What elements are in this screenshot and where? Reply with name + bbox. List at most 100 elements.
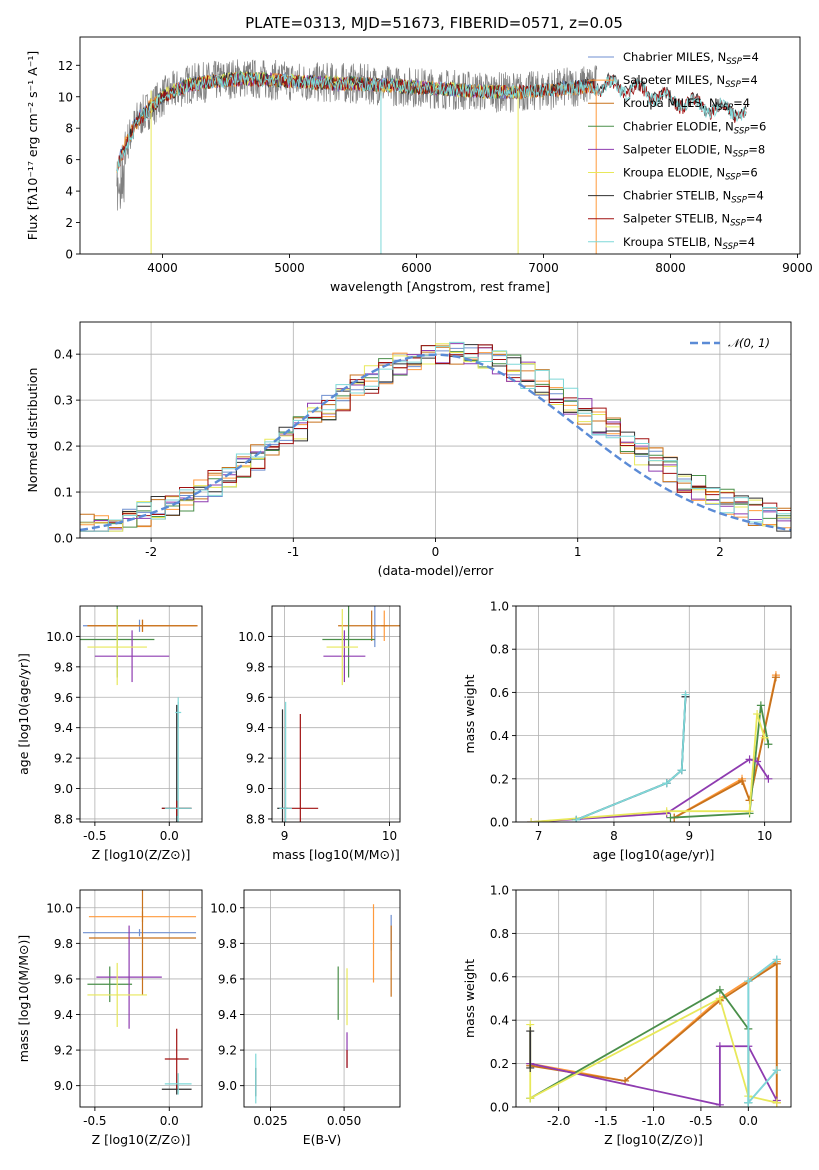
y-tick-label: 6 [65,153,73,167]
y-tick-label: 9.0 [218,1079,237,1093]
plus-marker [526,1094,535,1103]
plot-area [80,341,791,532]
plus-marker [753,757,762,766]
y-tick-label: 9.8 [218,937,237,951]
legend-subscript: SSP [731,196,747,206]
plus-marker [681,690,690,699]
legend-tail: =6 [749,119,766,133]
legend-entry: Salpeter ELODIE, NSSP=8 [623,142,765,159]
y-tick-label: 0.0 [54,532,73,546]
x-tick-label: 0.0 [160,1114,179,1128]
plus-marker [756,701,765,710]
legend-subscript: SSP [718,103,734,113]
y-tick-label: 0.3 [54,394,73,408]
plus-marker [772,1098,781,1107]
axes-frame [515,889,792,1108]
x-tick-label: 1 [574,545,582,559]
y-tick-label: 8 [65,122,73,136]
legend-entry: Chabrier ELODIE, NSSP=6 [623,119,766,136]
mass-vs-metallicity-panel: -0.5 0.0 9.0 9.2 9.4 9.6 9.8 10.0 Z [log10(Z/Z⊙)… [16,889,203,1147]
x-tick-label: -2 [145,545,157,559]
legend-entry: Chabrier MILES, NSSP=4 [623,50,759,67]
y-tick-label: 9.2 [54,1044,73,1058]
plus-marker [677,766,686,775]
axes-frame [79,889,203,1108]
legend-tail: =6 [741,166,758,180]
legend-tail: =8 [748,142,765,156]
plus-marker [753,710,762,718]
y-tick-label: 9.6 [218,972,237,986]
legend-entry: 𝒩(0, 1) [728,336,770,350]
y-tick-label: 0.2 [490,772,509,786]
x-tick-label: 0.0 [160,829,179,843]
axes-frame [79,321,792,539]
model-spectrum-line [116,71,747,173]
plus-marker [745,755,754,764]
legend-tail: =4 [733,96,750,110]
y-tick-label: 9.8 [54,660,73,674]
y-tick-label: 10.0 [46,630,73,644]
x-axis-label: Z [log10(Z/Z⊙)] [92,847,191,862]
mass-weight-line [575,696,687,821]
plus-marker [744,977,753,986]
legend-subscript: SSP [726,57,742,67]
x-tick-label: 9000 [782,261,813,275]
x-axis-label: (data-model)/error [378,563,495,578]
plus-marker [526,1027,535,1036]
y-tick-label: 9.4 [54,1008,73,1022]
plot-area [277,606,400,822]
y-tick-label: 9.2 [246,752,265,766]
legend-text: Salpeter STELIB, N [623,212,730,226]
legend-text: Chabrier MILES, N [623,50,726,64]
plus-marker [572,815,581,822]
y-tick-label: 0.1 [54,486,73,500]
x-tick-label: -0.5 [83,829,106,843]
x-tick-label: 7000 [528,261,559,275]
legend-tail: =4 [746,212,763,226]
x-axis-label: Z [log10(Z/Z⊙)] [92,1132,191,1147]
mass-weight-line [670,705,770,819]
figure-title: PLATE=0313, MJD=51673, FIBERID=0571, z=0… [245,14,623,32]
x-axis-label: E(B-V) [303,1132,342,1147]
x-tick-label: 10 [382,829,397,843]
mass-weight-line [747,958,778,1106]
y-axis-label: Flux [fλ10⁻¹⁷ erg cm⁻² s⁻¹ A⁻¹] [25,51,40,240]
legend-subscript: SSP [723,242,739,252]
plus-marker [715,1100,724,1107]
plus-marker [526,1063,535,1072]
y-tick-label: 0.2 [490,1057,509,1071]
y-tick-label: 9.8 [246,660,265,674]
legend-subscript: SSP [734,126,750,136]
legend-tail: =4 [742,50,759,64]
y-tick-label: 0.0 [490,816,509,830]
mass-weight-line [529,988,750,1103]
x-axis-label: wavelength [Angstrom, rest frame] [330,279,550,294]
y-tick-label: 9.0 [54,1079,73,1093]
y-tick-label: 9.4 [218,1008,237,1022]
y-tick-label: 9.0 [54,782,73,796]
x-axis-label: Z [log10(Z/Z⊙)] [604,1132,703,1147]
y-tick-label: 12 [58,59,73,73]
axes-frame [79,36,801,255]
plus-marker [715,994,724,1003]
x-tick-label: -0.5 [83,1114,106,1128]
mass-weight-vs-metallicity-panel: -2.0 -1.5 -1.0 -0.5 0.0 0.0 0.2 0.4 0.6 0.8 1.0 Z [… [462,884,792,1147]
age-vs-mass-panel: 9 10 8.8 9.0 9.2 9.4 9.6 9.8 10.0 mass [log10(M/M… [238,605,401,862]
mass-weight-line [575,696,687,821]
legend-entry: Chabrier STELIB, NSSP=4 [623,189,764,206]
legend-text: Chabrier ELODIE, N [623,119,734,133]
x-tick-label: 4000 [147,261,178,275]
plus-marker [666,813,675,822]
y-tick-label: 10.0 [46,901,73,915]
plus-marker [715,985,724,994]
x-tick-label: 9 [281,829,289,843]
mass-vs-extinction-panel: 0.025 0.050 9.0 9.2 9.4 9.6 9.8 10.0 E(B-V) [210,889,401,1147]
y-tick-label: 9.6 [54,972,73,986]
y-tick-label: 10.0 [210,901,237,915]
y-tick-label: 9.0 [246,782,265,796]
mass-weight-line [530,713,766,822]
y-tick-label: 0 [65,248,73,262]
x-tick-label: 5000 [274,261,305,275]
x-axis-label: mass [log10(M/M⊙)] [272,847,400,862]
